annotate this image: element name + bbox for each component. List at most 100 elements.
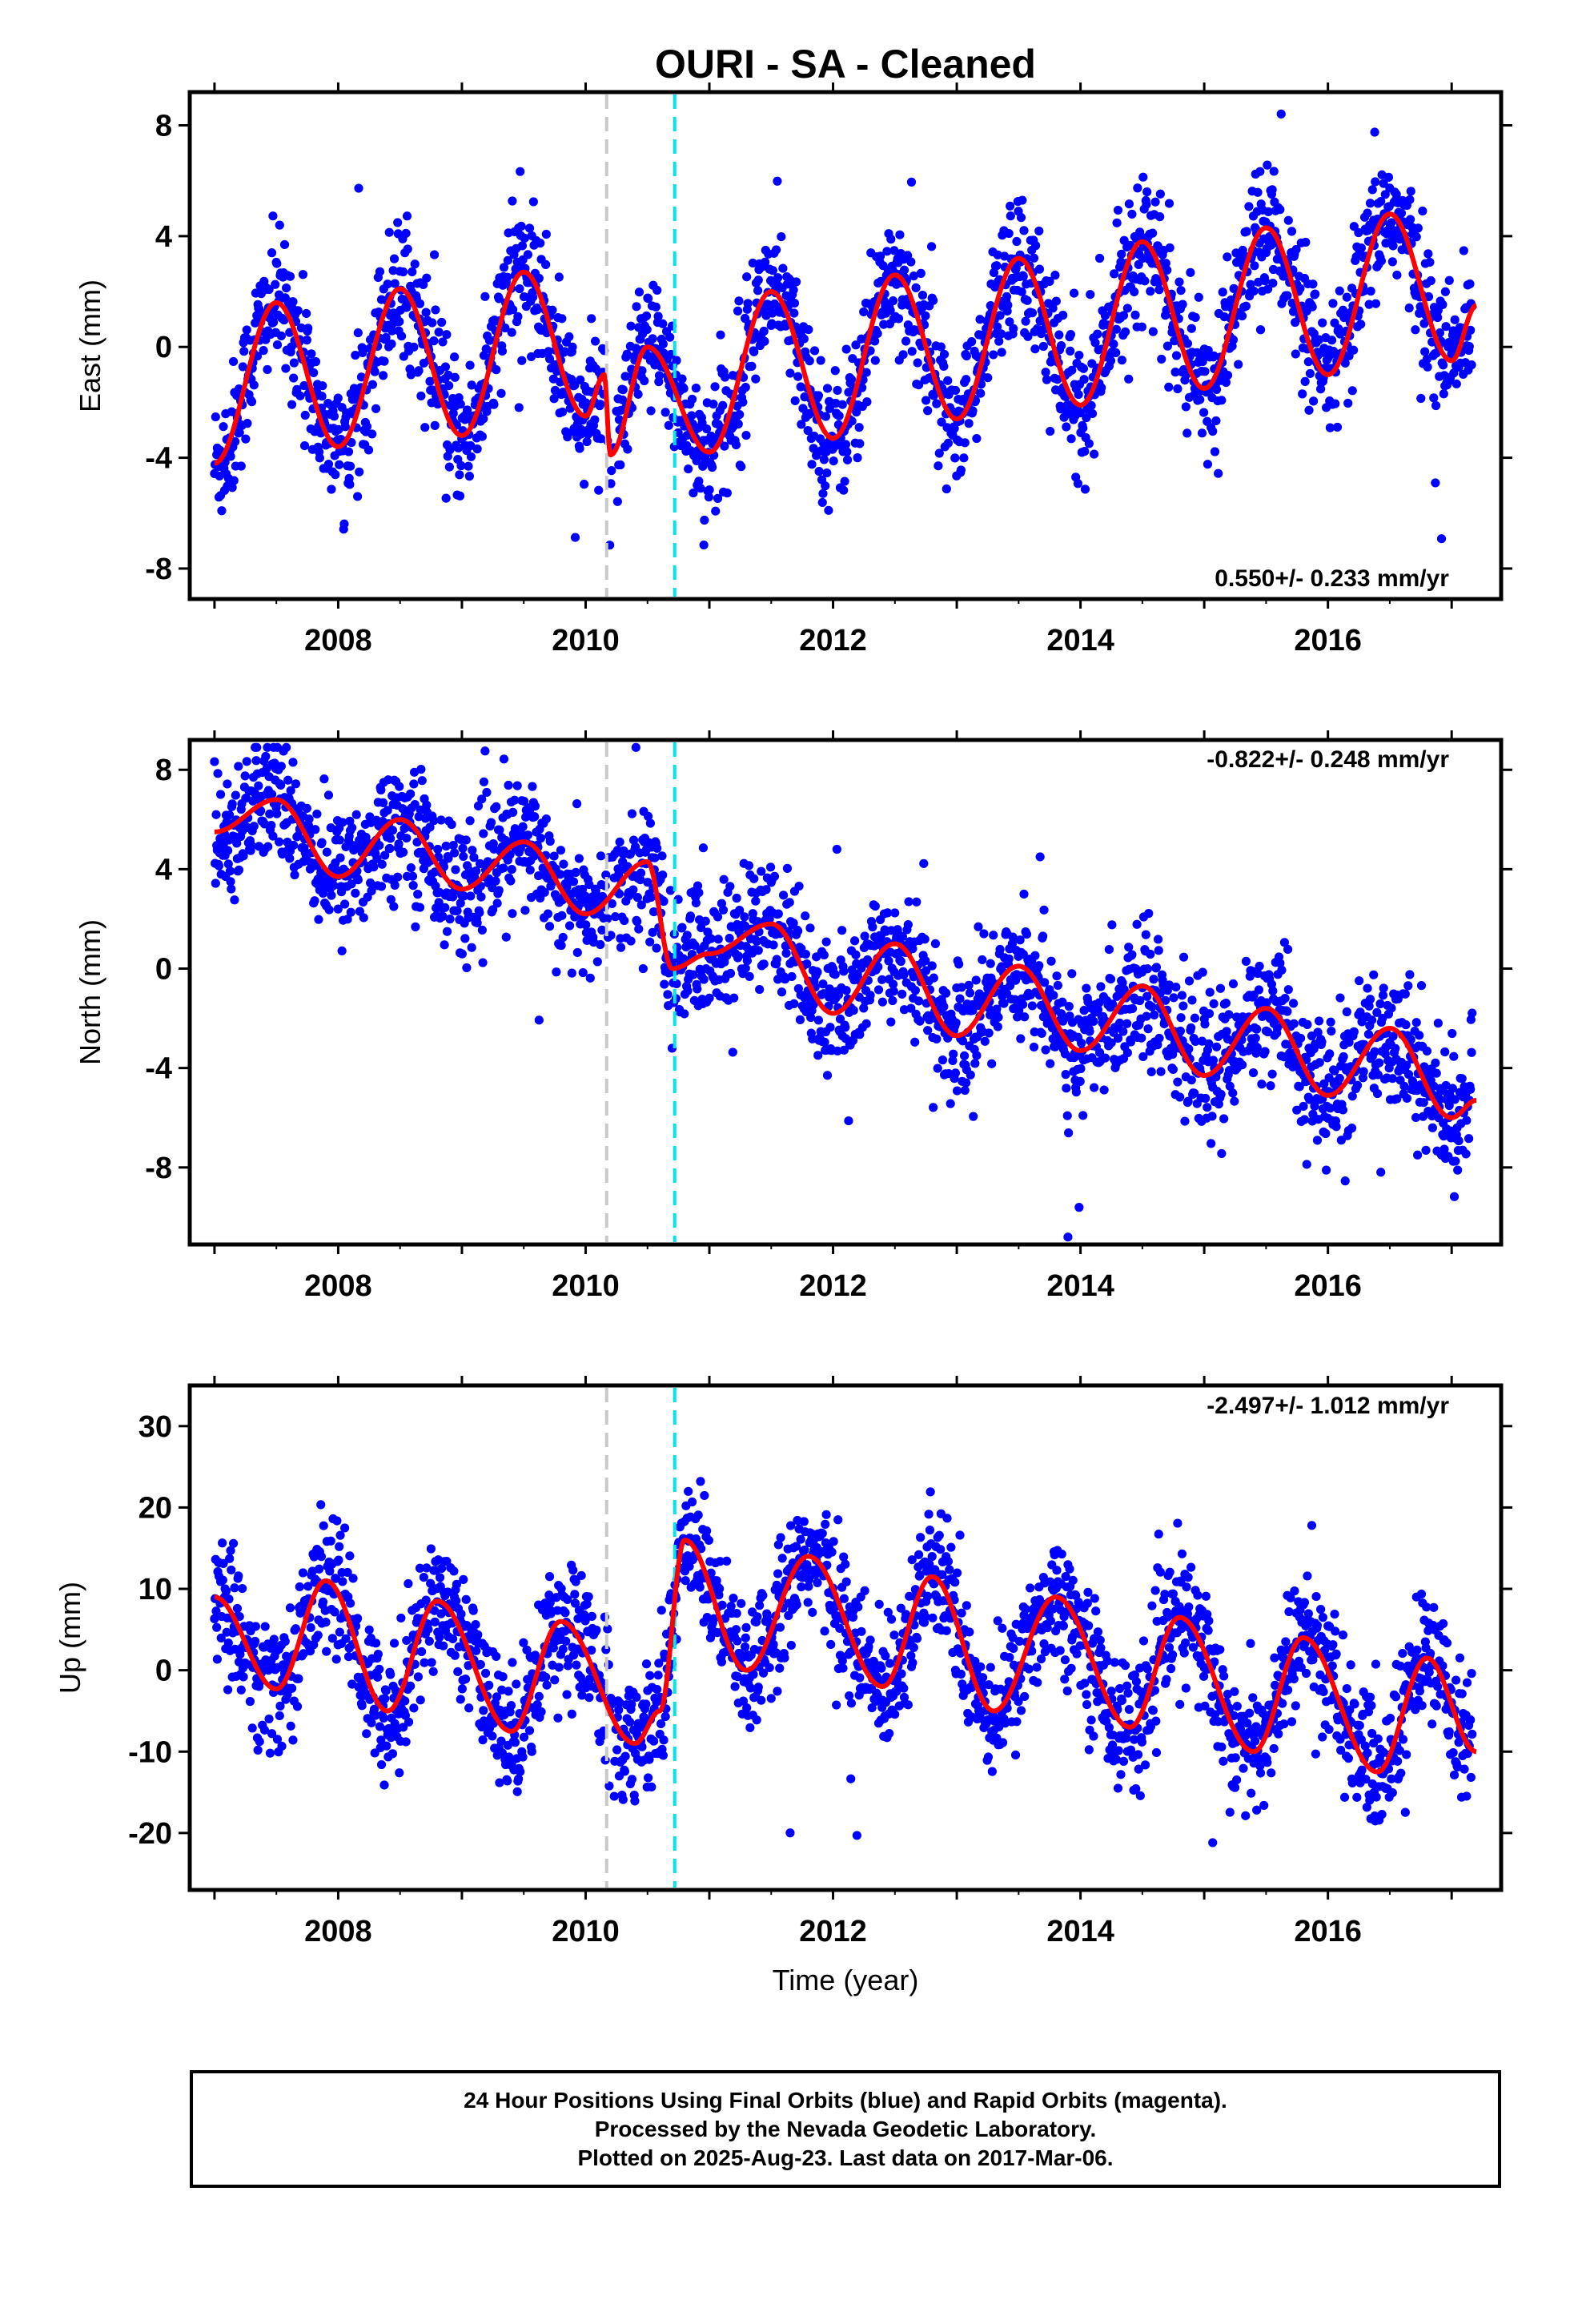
east-data-point (1005, 201, 1015, 211)
north-data-point (1326, 1017, 1335, 1027)
east-data-point (289, 373, 299, 383)
north-data-point (1252, 1043, 1262, 1052)
north-data-point (1379, 983, 1388, 993)
north-data-point (1063, 1232, 1073, 1242)
north-data-point (813, 1015, 823, 1025)
east-data-point (1242, 227, 1251, 236)
east-y-tick-label: -8 (145, 553, 172, 586)
north-data-point (1175, 1092, 1185, 1102)
north-data-point (1280, 994, 1290, 1003)
east-data-point (1303, 357, 1313, 367)
east-data-point (816, 356, 825, 365)
east-data-point (1058, 311, 1068, 320)
east-data-point (480, 292, 490, 301)
north-data-point (860, 931, 869, 941)
north-data-point (486, 818, 496, 827)
north-data-point (1064, 1128, 1074, 1138)
east-data-point (989, 350, 998, 360)
north-data-point (603, 914, 612, 923)
up-data-point (221, 1586, 231, 1596)
east-data-point (243, 419, 252, 428)
north-data-point (291, 779, 301, 789)
north-data-point (433, 844, 443, 854)
north-data-point (995, 944, 1005, 955)
east-data-point (317, 392, 327, 401)
north-data-point (518, 822, 528, 831)
east-y-tick-label: 8 (155, 110, 172, 143)
up-data-point (230, 1583, 239, 1593)
east-data-point (465, 360, 475, 370)
east-data-point (1241, 301, 1251, 311)
east-data-point (640, 376, 649, 386)
east-data-point (1260, 276, 1270, 286)
north-data-point (479, 829, 488, 838)
north-data-point (1071, 1088, 1081, 1097)
north-data-point (1217, 1148, 1227, 1159)
east-data-point (1411, 232, 1421, 242)
east-data-point (1053, 375, 1062, 384)
east-data-point (1137, 322, 1147, 332)
north-data-point (322, 847, 331, 857)
north-data-point (1317, 1037, 1327, 1047)
north-data-point (1096, 982, 1106, 991)
east-data-point (557, 407, 568, 417)
east-data-point (898, 350, 908, 360)
east-data-point (1066, 434, 1076, 444)
north-data-point (657, 851, 667, 861)
east-data-point (1405, 195, 1415, 204)
east-data-point (401, 228, 411, 238)
east-data-point (353, 328, 363, 338)
east-data-point (552, 367, 562, 376)
north-data-point (1153, 935, 1163, 944)
north-data-point (822, 1071, 833, 1080)
east-data-point (345, 461, 355, 471)
north-data-point (949, 1049, 958, 1059)
north-data-point (379, 798, 388, 808)
north-data-point (1037, 1028, 1046, 1039)
north-data-point (1208, 1055, 1219, 1065)
north-data-point (1387, 1003, 1396, 1013)
north-data-point (832, 844, 841, 854)
east-data-point (429, 336, 439, 346)
north-data-point (227, 799, 237, 809)
north-data-point (987, 1059, 997, 1068)
east-data-point (733, 419, 743, 429)
north-data-point (1052, 971, 1062, 981)
east-data-point (694, 476, 704, 486)
east-data-point (707, 462, 717, 472)
east-data-point (395, 316, 404, 327)
north-data-point (781, 948, 791, 958)
north-data-point (1464, 1134, 1474, 1144)
east-data-point (773, 273, 783, 283)
east-data-point (1366, 286, 1375, 296)
east-data-point (1194, 292, 1203, 302)
east-data-point (1005, 317, 1014, 327)
east-data-point (269, 317, 279, 328)
north-data-point (340, 899, 350, 909)
east-data-point (841, 344, 851, 354)
east-data-point (1016, 213, 1026, 223)
east-data-point (753, 286, 763, 296)
east-data-point (438, 337, 448, 347)
east-data-point (950, 453, 960, 463)
east-data-point (388, 266, 398, 275)
north-data-point (544, 922, 555, 931)
east-data-point (1383, 172, 1394, 182)
north-data-point (946, 1099, 955, 1108)
east-data-point (236, 461, 246, 471)
north-data-point (1427, 1123, 1437, 1132)
north-data-point (744, 861, 754, 870)
north-data-point (276, 780, 286, 790)
east-data-point (1038, 341, 1048, 352)
east-data-point (773, 176, 782, 186)
east-data-point (1140, 276, 1150, 286)
east-data-point (503, 272, 512, 282)
north-data-point (578, 967, 588, 978)
east-data-point (821, 481, 830, 491)
north-data-point (705, 993, 714, 1003)
north-data-point (830, 970, 840, 979)
east-data-point (975, 315, 985, 324)
east-data-point (575, 444, 584, 453)
north-data-point (492, 802, 501, 811)
east-data-point (1311, 289, 1320, 299)
